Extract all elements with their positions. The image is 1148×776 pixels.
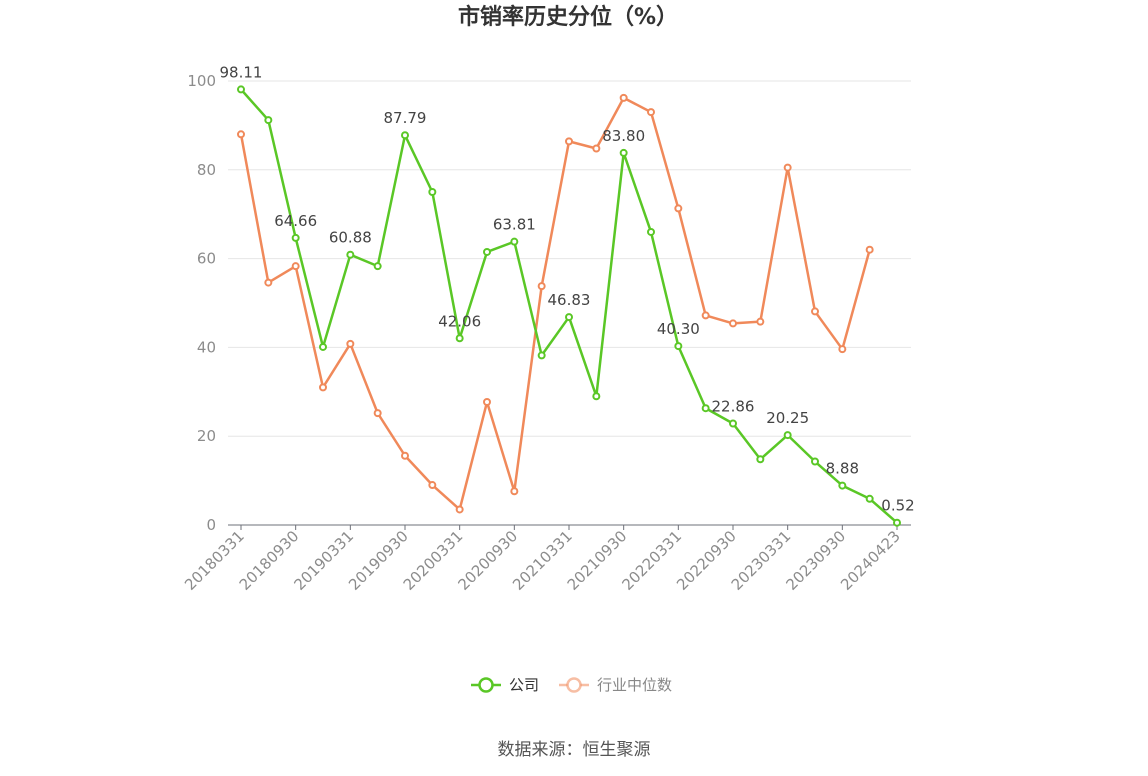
data-point[interactable]: [811, 307, 819, 316]
chart-title: 市销率历史分位（%）: [458, 4, 678, 30]
data-point[interactable]: [647, 227, 655, 236]
data-label: 64.66: [274, 212, 317, 230]
legend-item-company[interactable]: 公司: [471, 676, 539, 694]
data-point[interactable]: [373, 262, 382, 271]
data-point[interactable]: [237, 130, 245, 139]
legend-label: 公司: [509, 676, 539, 694]
data-point[interactable]: [537, 351, 546, 360]
data-point[interactable]: [811, 457, 819, 466]
data-point[interactable]: [346, 339, 355, 348]
data-point[interactable]: [729, 319, 737, 328]
data-point[interactable]: [455, 505, 464, 514]
y-tick-label: 60: [197, 250, 216, 268]
data-label: 40.30: [657, 320, 700, 338]
data-point[interactable]: [619, 148, 628, 157]
data-label: 8.88: [826, 460, 859, 478]
data-point[interactable]: [565, 137, 573, 146]
grid: [228, 80, 911, 437]
data-point[interactable]: [483, 247, 491, 256]
data-point[interactable]: [483, 398, 491, 407]
y-axis-ticks: 0 20 40 60 80 100: [187, 72, 216, 534]
series-line: [239, 96, 871, 511]
data-point[interactable]: [510, 487, 519, 496]
data-point[interactable]: [592, 144, 601, 153]
data-label: 46.83: [548, 291, 591, 309]
data-point[interactable]: [565, 313, 573, 322]
legend-marker: [566, 677, 582, 693]
data-label: 87.79: [384, 109, 427, 127]
data-label: 22.86: [712, 398, 755, 416]
data-point[interactable]: [756, 455, 765, 464]
data-labels: 98.11 64.66 60.88 87.79 42.06 63.81 46.83 83.80…: [220, 63, 915, 514]
data-point[interactable]: [619, 93, 628, 102]
series-layer: [237, 85, 901, 527]
data-point[interactable]: [319, 383, 327, 392]
legend[interactable]: 公司 行业中位数: [471, 676, 672, 694]
data-point[interactable]: [291, 262, 300, 271]
legend-label: 行业中位数: [597, 676, 672, 694]
x-axis: 2018033120180930201903312019093020200331…: [181, 524, 911, 594]
series-industry-median: [237, 93, 874, 514]
data-point[interactable]: [237, 85, 245, 94]
data-point[interactable]: [537, 282, 546, 291]
y-tick-label: 20: [197, 427, 216, 445]
data-point[interactable]: [865, 494, 874, 503]
data-point[interactable]: [838, 345, 847, 354]
data-point[interactable]: [264, 116, 273, 125]
data-point[interactable]: [455, 334, 464, 343]
series-company: [237, 85, 901, 527]
data-point[interactable]: [401, 451, 409, 460]
data-point[interactable]: [428, 188, 437, 196]
data-point[interactable]: [674, 342, 683, 351]
y-tick-label: 100: [187, 72, 216, 90]
legend-marker: [478, 677, 494, 693]
data-point[interactable]: [701, 404, 710, 413]
data-point[interactable]: [373, 409, 382, 418]
data-point[interactable]: [701, 311, 710, 320]
data-point[interactable]: [647, 108, 655, 117]
data-point[interactable]: [291, 233, 300, 242]
data-point[interactable]: [756, 317, 765, 326]
data-label: 83.80: [602, 127, 645, 145]
data-point[interactable]: [510, 237, 519, 246]
data-point[interactable]: [592, 392, 601, 401]
data-label: 60.88: [329, 229, 372, 247]
data-label: 20.25: [766, 409, 809, 427]
x-tick-label: 20240423: [837, 527, 904, 594]
data-point[interactable]: [783, 163, 792, 172]
data-label: 63.81: [493, 216, 536, 234]
data-point[interactable]: [319, 342, 327, 351]
data-label: 98.11: [220, 63, 263, 81]
data-point[interactable]: [428, 481, 437, 490]
data-point[interactable]: [783, 431, 792, 440]
data-point[interactable]: [893, 518, 901, 527]
data-point[interactable]: [401, 131, 409, 140]
data-label: 0.52: [881, 497, 914, 515]
data-point[interactable]: [264, 278, 273, 287]
data-source-note: 数据来源：恒生聚源: [498, 740, 651, 760]
data-point[interactable]: [729, 419, 737, 428]
data-point[interactable]: [346, 250, 355, 259]
y-tick-label: 80: [197, 161, 216, 179]
data-point[interactable]: [838, 481, 847, 490]
legend-item-industry-median[interactable]: 行业中位数: [559, 676, 672, 694]
y-tick-label: 0: [206, 516, 216, 534]
data-label: 42.06: [438, 312, 481, 330]
y-tick-label: 40: [197, 338, 216, 356]
data-point[interactable]: [865, 245, 874, 254]
data-point[interactable]: [674, 204, 683, 213]
